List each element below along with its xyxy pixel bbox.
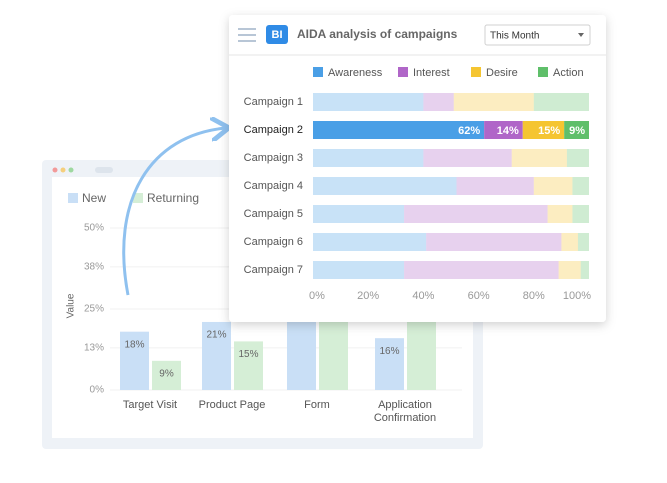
y-tick-label: Campaign 4 [244,180,303,192]
legend-label: Desire [486,67,518,79]
bar-segment [456,177,534,195]
y-tick-label: Campaign 3 [244,152,303,164]
tab [95,167,113,173]
bar [202,321,231,390]
dot [68,167,74,173]
bar-segment [564,121,589,139]
x-tick-label: Form [304,399,330,411]
bar-segment [423,93,454,111]
bar-segment [572,177,589,195]
bar [152,360,181,390]
bar-segment [511,149,567,167]
bar [120,331,149,390]
x-tick-label: 80% [523,290,545,302]
x-tick-label: 20% [357,290,379,302]
menu-icon [238,28,256,42]
value-label: 16% [379,346,399,357]
chart-title: AIDA analysis of campaigns [297,27,458,41]
legend-label: Action [553,67,584,79]
bar [375,338,404,390]
bar-segment [522,121,565,139]
bar-segment [313,205,405,223]
legend-swatch [68,193,78,203]
arrow [122,128,226,296]
bar-segment [404,205,548,223]
y-tick-label: 50% [84,223,104,234]
y-tick-label: Campaign 6 [244,236,303,248]
dropdown-caret [578,33,584,37]
x-tick-label: 100% [563,290,591,302]
legend-swatch [538,67,548,77]
value-label: 15% [238,349,258,360]
dropdown-text[interactable]: This Month [490,31,539,42]
y-tick-label: Campaign 5 [244,208,303,220]
value-label: 14% [497,125,519,137]
legend-swatch [398,67,408,77]
bar-segment [426,233,562,251]
logo [266,25,288,44]
bar [234,341,263,390]
y-tick-label: 38% [84,262,104,273]
front-panel [229,15,606,322]
bar-segment [577,233,589,251]
bar-segment [453,93,534,111]
y-tick-label: 13% [84,343,104,354]
bar-segment [484,121,523,139]
bar-segment [533,177,573,195]
value-label: 9% [569,125,585,137]
bar [407,318,436,390]
y-tick-label: Campaign 7 [244,264,303,276]
bar-segment [547,205,573,223]
x-tick-label: Application Confirmation [373,399,437,424]
bar-segment [313,177,457,195]
dot [52,167,58,173]
bar-segment [313,261,405,279]
x-tick-label: 60% [468,290,490,302]
bar-segment [566,149,589,167]
bar-segment [533,93,589,111]
legend-label: Returning [147,191,199,205]
value-label: 21% [206,330,226,341]
bar-segment [313,93,424,111]
y-axis-label: Value [66,293,77,318]
legend-swatch [471,67,481,77]
y-tick-label: 0% [90,385,105,396]
legend-label: Awareness [328,67,383,79]
bar-segment [313,233,427,251]
y-tick-label: Campaign 2 [244,124,303,136]
dot [60,167,66,173]
legend-label: Interest [413,67,450,79]
value-label: 62% [458,125,480,137]
x-tick-label: 0% [309,290,325,302]
x-tick-label: Product Page [198,399,266,411]
bar-segment [404,261,559,279]
y-tick-label: 25% [84,304,104,315]
value-label: 18% [124,339,144,350]
bar-segment [558,261,581,279]
x-tick-label: 40% [412,290,434,302]
legend-swatch [133,193,143,203]
y-tick-label: Campaign 1 [244,96,303,108]
value-label: 15% [538,125,560,137]
bar-segment [561,233,578,251]
bar-segment [423,149,512,167]
bar-segment [572,205,589,223]
dropdown[interactable] [484,24,591,46]
bar-segment [313,121,485,139]
legend-swatch [313,67,323,77]
x-tick-label: Target Visit [122,399,178,411]
bar-segment [313,149,424,167]
value-label: 9% [159,368,174,379]
logo-text: BI [272,29,283,41]
bar-segment [580,261,589,279]
legend-label: New [82,191,106,205]
